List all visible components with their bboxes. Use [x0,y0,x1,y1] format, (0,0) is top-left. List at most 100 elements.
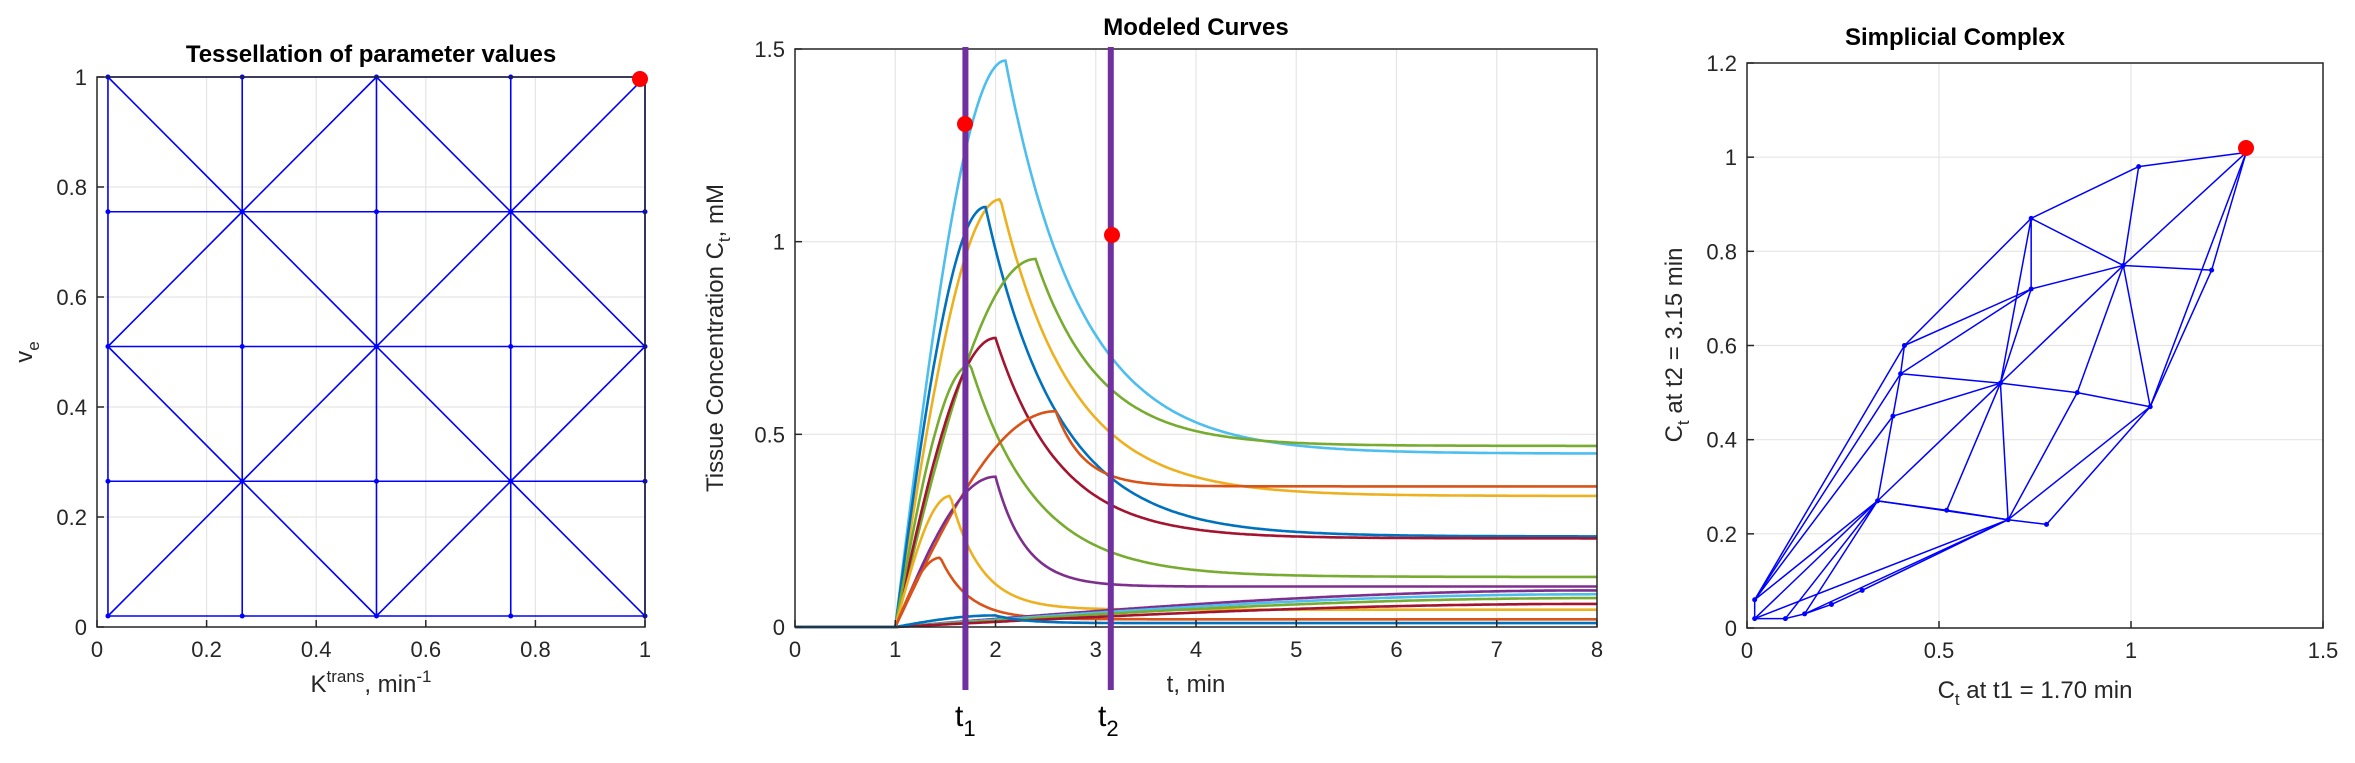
t2-label: t2 [1098,700,1119,741]
t1-label: t1 [955,700,976,741]
panel1-mesh [105,74,648,619]
complex-edge-32 [2007,406,2151,521]
p2-xtick-label-7: 7 [1491,637,1503,662]
complex-vertex-14 [2028,215,2034,221]
panel1-highlight-point [632,71,648,87]
p3-ytick-label-6: 1.2 [1706,51,1737,76]
mesh-node [508,344,514,349]
panel2-title: Modeled Curves [1103,14,1288,41]
curve-c10 [795,556,1597,629]
complex-edge-46 [2210,152,2247,271]
curve-c14 [795,602,1597,629]
mesh-node [239,478,245,484]
mesh-diagonal [107,345,243,482]
p2-xtick-label-8: 8 [1591,637,1603,662]
mesh-node [508,209,514,215]
complex-edge-42 [2122,151,2247,267]
mesh-node [105,344,111,349]
p1-xtick-label-4: 0.8 [520,637,551,662]
curve-c2 [795,197,1597,629]
complex-edge-10 [1754,373,1902,601]
p3-xtick-label-1: 0.5 [1924,638,1955,663]
panel-modeled-curves: Modeled Curves 0 1 2 3 4 5 6 7 800.511.5 t, min … [702,14,1603,741]
complex-edge-4 [1831,589,1863,606]
panel-tessellation: Tessellation of parameter values 0 0.2 0.4… [11,41,651,698]
p1-ytick-label-2: 0.4 [56,395,87,420]
panel2-highlight-t1 [957,116,973,132]
mesh-node [373,209,379,215]
complex-edge-25 [1903,217,2032,347]
p3-ytick-label-2: 0.4 [1706,428,1737,453]
p1-ytick-label-0: 0 [75,615,87,640]
complex-vertex-4 [1828,601,1834,607]
complex-vertex-3 [1802,611,1808,617]
panel3-ticks: 0 0.5 1 1.5 0 0.2 0.4 0.6 0.8 1 1.2 [1706,51,2338,663]
complex-edge-24 [1900,373,2001,384]
mesh-node [508,478,514,484]
complex-edge-43 [2138,151,2247,168]
complex-edge-26 [1904,288,2032,347]
complex-edge-38 [2076,265,2125,393]
p1-xtick-label-0: 0 [91,637,103,662]
mesh-node [373,613,379,619]
complex-vertex-11 [1997,380,2003,386]
curve-c8 [795,475,1597,629]
complex-vertex-19 [2147,404,2153,410]
complex-vertex-9 [1901,343,1907,348]
mesh-diagonal [241,211,378,348]
panel2-ylabel: Tissue Concentration Ct, mM [702,184,734,492]
complex-vertex-8 [1898,371,1904,377]
panel1-ticks: 0 0.2 0.4 0.6 0.8 1 0 0.2 0.4 0.6 0.8 1 [56,65,651,662]
complex-vertex-18 [2136,164,2142,170]
mesh-diagonal [241,76,378,213]
panel3-ylabel: Ct at t2 = 3.15 min [1661,248,1693,443]
complex-vertex-5 [1859,587,1865,593]
complex-vertex-20 [2209,267,2215,273]
complex-edge-16 [1892,373,1902,417]
p2-xtick-label-1: 1 [889,637,901,662]
mesh-diagonal [375,211,512,348]
panel1-ylabel: ve [11,341,43,362]
panel1-axes-box [96,76,646,628]
complex-edge-23 [1892,382,2001,417]
p1-xtick-label-3: 0.6 [411,637,442,662]
p3-ytick-label-5: 1 [1725,145,1737,170]
mesh-diagonal [241,345,378,482]
mesh-node [239,344,245,349]
complex-vertex-16 [2074,390,2080,396]
p2-xtick-label-5: 5 [1290,637,1302,662]
mesh-node [239,209,245,215]
complex-vertex-13 [2028,286,2034,292]
complex-edge-2 [1785,613,1805,620]
complex-edge-28 [1999,288,2032,384]
mesh-diagonal [375,76,512,213]
complex-edge-15 [1876,415,1894,502]
p2-xtick-label-2: 2 [989,637,1001,662]
panel1-title: Tessellation of parameter values [186,41,556,68]
complex-vertex-17 [2120,262,2126,268]
mesh-node [105,613,111,619]
mesh-diagonal [107,76,243,213]
p3-xtick-label-0: 0 [1741,638,1753,663]
complex-edge-35 [1999,264,2124,384]
mesh-node [105,478,111,484]
complex-edge-6 [1804,519,2009,615]
complex-edge-39 [2122,265,2151,407]
complex-vertex-1 [1752,597,1758,603]
complex-vertex-15 [2044,521,2050,527]
complex-edge-7 [2008,518,2047,526]
complex-vertex-7 [1890,413,1896,419]
complex-edge-41 [2123,264,2212,271]
mesh-node [508,613,514,619]
complex-vertex-12 [2005,517,2011,523]
mesh-diagonal [510,76,646,213]
panel2-time-markers [962,47,1114,690]
complex-vertex-10 [1944,507,1950,513]
complex-edge-50 [1754,519,2009,620]
mesh-diagonal [241,480,378,617]
complex-edge-27 [1900,288,2032,375]
panel2-ticks: 0 1 2 3 4 5 6 7 8 0 0.5 1 1.5 [754,37,1603,662]
p1-xtick-label-5: 1 [639,637,651,662]
complex-vertex-0 [1752,616,1758,622]
